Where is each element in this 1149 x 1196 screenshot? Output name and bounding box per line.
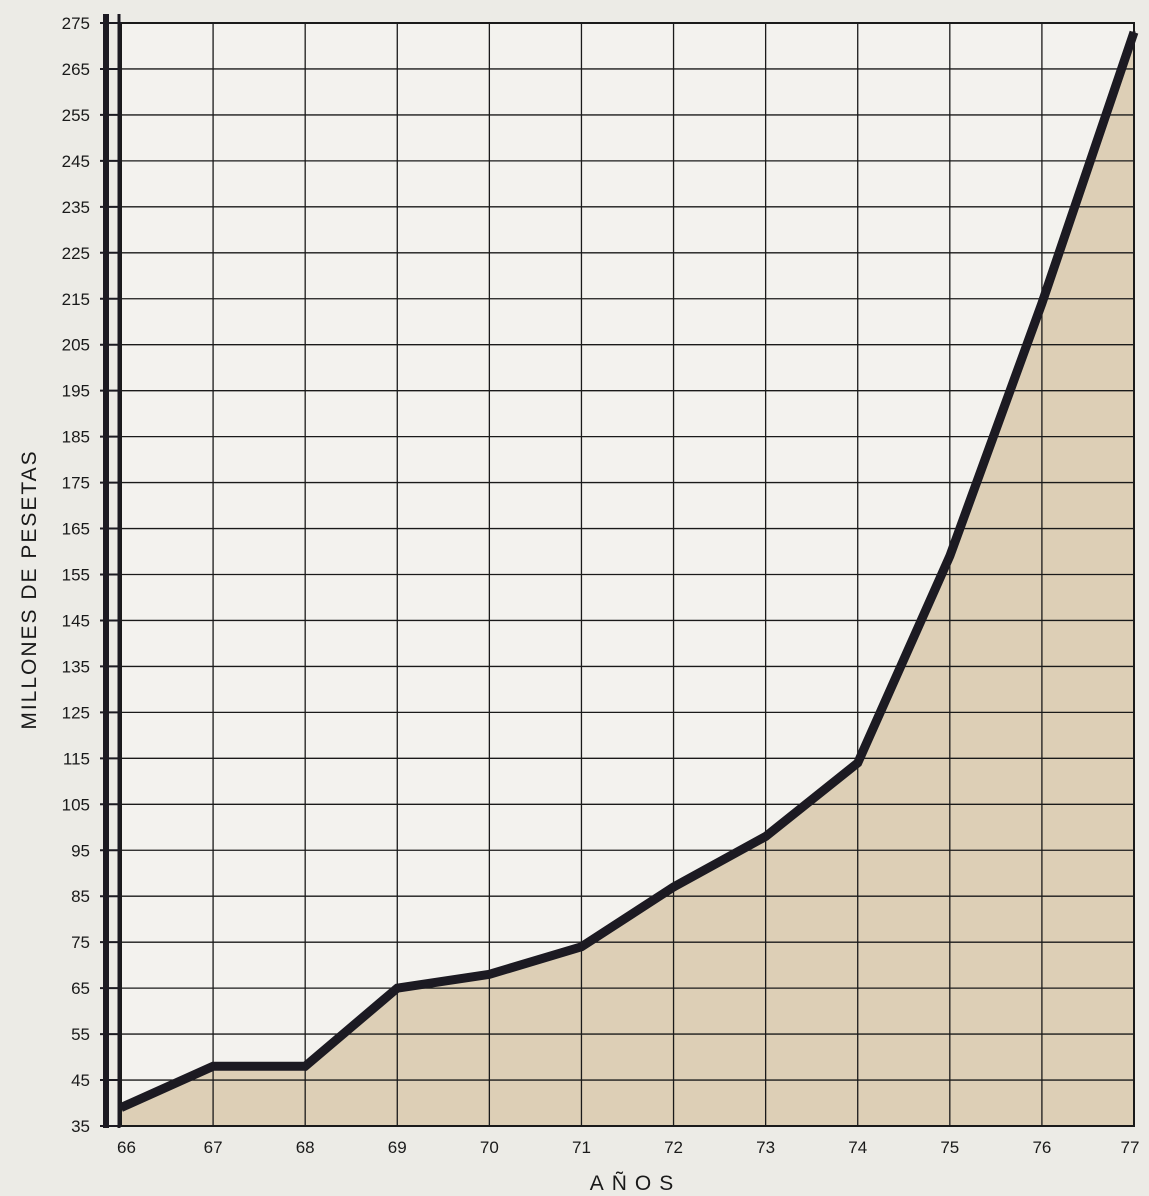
y-tick-label: 75 xyxy=(71,933,90,952)
y-tick-label: 85 xyxy=(71,887,90,906)
data-point xyxy=(119,1106,123,1110)
data-point xyxy=(579,945,583,949)
y-tick-label: 145 xyxy=(62,611,90,630)
x-tick-label: 75 xyxy=(940,1138,959,1157)
area-fill xyxy=(121,32,1134,1127)
data-line xyxy=(119,30,1139,1112)
y-tick-label: 105 xyxy=(62,795,90,814)
y-tick-label: 65 xyxy=(71,979,90,998)
x-tick-label: 73 xyxy=(756,1138,775,1157)
data-point xyxy=(948,554,952,558)
y-tick-label: 35 xyxy=(71,1117,90,1136)
data-point xyxy=(672,885,676,889)
data-line-group xyxy=(119,30,1139,1112)
x-tick-label: 74 xyxy=(848,1138,867,1157)
y-tick-label: 175 xyxy=(62,474,90,493)
y-tick-label: 235 xyxy=(62,198,90,217)
x-tick-label: 69 xyxy=(388,1138,407,1157)
data-point xyxy=(211,1064,215,1068)
data-point xyxy=(856,761,860,765)
x-tick-label: 72 xyxy=(664,1138,683,1157)
y-tick-label: 265 xyxy=(62,60,90,79)
y-tick-label: 45 xyxy=(71,1071,90,1090)
data-point xyxy=(1040,301,1044,305)
area-fill-group xyxy=(121,32,1134,1127)
y-tick-label: 205 xyxy=(62,336,90,355)
y-tick-label: 195 xyxy=(62,382,90,401)
y-tick-label: 275 xyxy=(62,14,90,33)
y-tick-label: 255 xyxy=(62,106,90,125)
x-tick-label: 70 xyxy=(480,1138,499,1157)
data-point xyxy=(764,834,768,838)
y-tick-label: 185 xyxy=(62,428,90,447)
y-axis: 35 45 55 65 75 85 95 105 115 125 135 145 155 165 175 18… xyxy=(62,14,121,1136)
x-axis: 66 67 68 69 70 71 72 73 74 75 76 77 xyxy=(117,1138,1139,1157)
y-tick-label: 165 xyxy=(62,520,90,539)
y-tick-label: 225 xyxy=(62,244,90,263)
x-tick-label: 66 xyxy=(117,1138,136,1157)
y-tick-label: 215 xyxy=(62,290,90,309)
y-tick-label: 135 xyxy=(62,657,90,676)
y-tick-label: 125 xyxy=(62,703,90,722)
y-tick-label: 55 xyxy=(71,1025,90,1044)
y-tick-label: 95 xyxy=(71,841,90,860)
grid-lines xyxy=(120,22,1135,1127)
x-tick-label: 77 xyxy=(1121,1138,1140,1157)
y-tick-label: 245 xyxy=(62,152,90,171)
x-tick-label: 68 xyxy=(296,1138,315,1157)
data-point xyxy=(487,972,491,976)
y-tick-label: 115 xyxy=(63,749,90,768)
x-tick-label: 67 xyxy=(204,1138,223,1157)
data-point xyxy=(395,986,399,990)
x-tick-label: 76 xyxy=(1032,1138,1051,1157)
y-tick-label: 155 xyxy=(62,566,90,585)
x-axis-title: AÑOS xyxy=(590,1171,682,1195)
data-point xyxy=(1132,30,1136,34)
x-tick-label: 71 xyxy=(572,1138,591,1157)
y-axis-title: MILLONES DE PESETAS xyxy=(18,449,41,729)
data-point xyxy=(303,1064,307,1068)
